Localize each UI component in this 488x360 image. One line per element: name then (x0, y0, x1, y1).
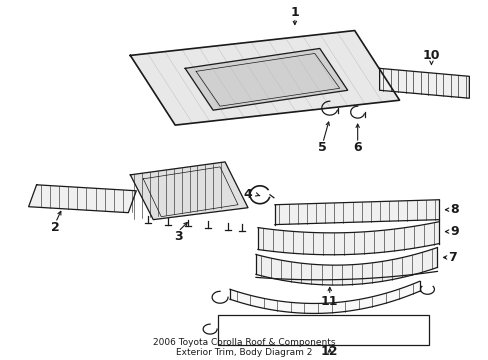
Polygon shape (130, 31, 399, 125)
Polygon shape (379, 68, 468, 98)
Text: 2: 2 (51, 221, 60, 234)
Text: 8: 8 (449, 203, 458, 216)
Text: 2006 Toyota Corolla Roof & Components
Exterior Trim, Body Diagram 2: 2006 Toyota Corolla Roof & Components Ex… (152, 338, 335, 357)
Text: 1: 1 (290, 6, 299, 19)
Polygon shape (258, 222, 439, 255)
Polygon shape (130, 162, 247, 220)
Polygon shape (185, 49, 347, 110)
Text: 10: 10 (422, 49, 439, 62)
Text: 4: 4 (243, 188, 252, 201)
Text: 9: 9 (449, 225, 458, 238)
Text: 3: 3 (174, 230, 182, 243)
Polygon shape (274, 200, 439, 225)
Polygon shape (29, 185, 136, 213)
Text: 5: 5 (318, 141, 326, 154)
Polygon shape (229, 282, 419, 314)
Text: 6: 6 (353, 141, 361, 154)
Text: 12: 12 (320, 345, 338, 357)
Polygon shape (255, 248, 437, 285)
Text: 7: 7 (447, 251, 456, 264)
Text: 11: 11 (320, 295, 338, 308)
Bar (218, 315, 428, 345)
